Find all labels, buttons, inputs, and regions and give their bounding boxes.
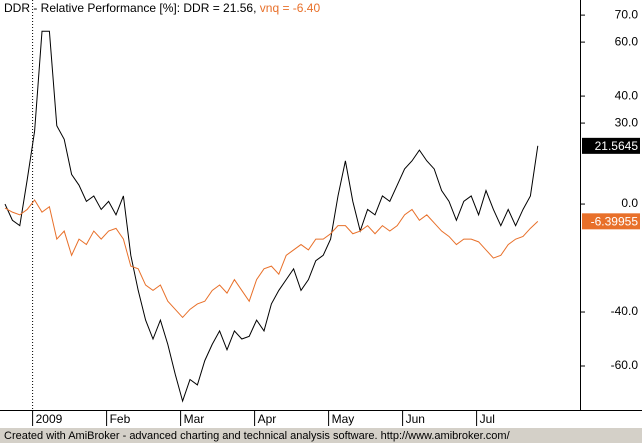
last-value-label: -6.39955	[591, 215, 639, 229]
x-tick-label: Jul	[480, 412, 495, 426]
last-value-label: 21.5645	[595, 139, 639, 153]
chart-title: DDR - Relative Performance [%]: DDR = 21…	[4, 1, 320, 15]
y-tick-label: 60.0	[615, 34, 639, 48]
y-tick-label: -60.0	[611, 358, 639, 372]
x-tick-label: Apr	[258, 412, 277, 426]
x-tick-label: Jun	[406, 412, 425, 426]
y-tick-label: 70.0	[615, 7, 639, 21]
last-value-box	[582, 213, 640, 230]
y-tick-label: 40.0	[615, 88, 639, 102]
title-vnq: vnq = -6.40	[260, 1, 321, 15]
chart-background	[0, 0, 642, 428]
x-tick-label: Feb	[110, 412, 131, 426]
series-line	[4, 30, 539, 403]
x-tick-label: Mar	[184, 412, 205, 426]
y-tick-label: 0.0	[621, 196, 638, 210]
x-tick-label: May	[332, 412, 355, 426]
y-tick-label: -40.0	[611, 304, 639, 318]
x-tick-label: 2009	[36, 412, 63, 426]
title-text: DDR - Relative Performance [%]: DDR = 21…	[4, 1, 256, 15]
last-value-box	[582, 137, 640, 154]
footer: Created with AmiBroker - advanced charti…	[4, 430, 511, 442]
series-line	[4, 199, 539, 319]
y-tick-label: 30.0	[615, 115, 639, 129]
